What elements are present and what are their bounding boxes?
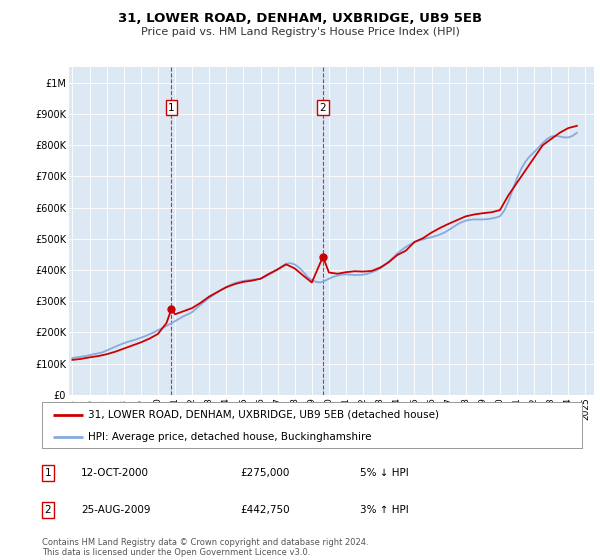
Text: 1: 1 — [168, 103, 175, 113]
Text: 25-AUG-2009: 25-AUG-2009 — [81, 505, 151, 515]
Text: £275,000: £275,000 — [240, 468, 289, 478]
Text: 5% ↓ HPI: 5% ↓ HPI — [360, 468, 409, 478]
Text: £442,750: £442,750 — [240, 505, 290, 515]
Text: 31, LOWER ROAD, DENHAM, UXBRIDGE, UB9 5EB: 31, LOWER ROAD, DENHAM, UXBRIDGE, UB9 5E… — [118, 12, 482, 25]
Text: 3% ↑ HPI: 3% ↑ HPI — [360, 505, 409, 515]
Text: 31, LOWER ROAD, DENHAM, UXBRIDGE, UB9 5EB (detached house): 31, LOWER ROAD, DENHAM, UXBRIDGE, UB9 5E… — [88, 410, 439, 420]
Text: Price paid vs. HM Land Registry's House Price Index (HPI): Price paid vs. HM Land Registry's House … — [140, 27, 460, 37]
Text: Contains HM Land Registry data © Crown copyright and database right 2024.
This d: Contains HM Land Registry data © Crown c… — [42, 538, 368, 557]
Text: 2: 2 — [320, 103, 326, 113]
Text: 2: 2 — [44, 505, 52, 515]
Text: 12-OCT-2000: 12-OCT-2000 — [81, 468, 149, 478]
Text: HPI: Average price, detached house, Buckinghamshire: HPI: Average price, detached house, Buck… — [88, 432, 371, 441]
Text: 1: 1 — [44, 468, 52, 478]
